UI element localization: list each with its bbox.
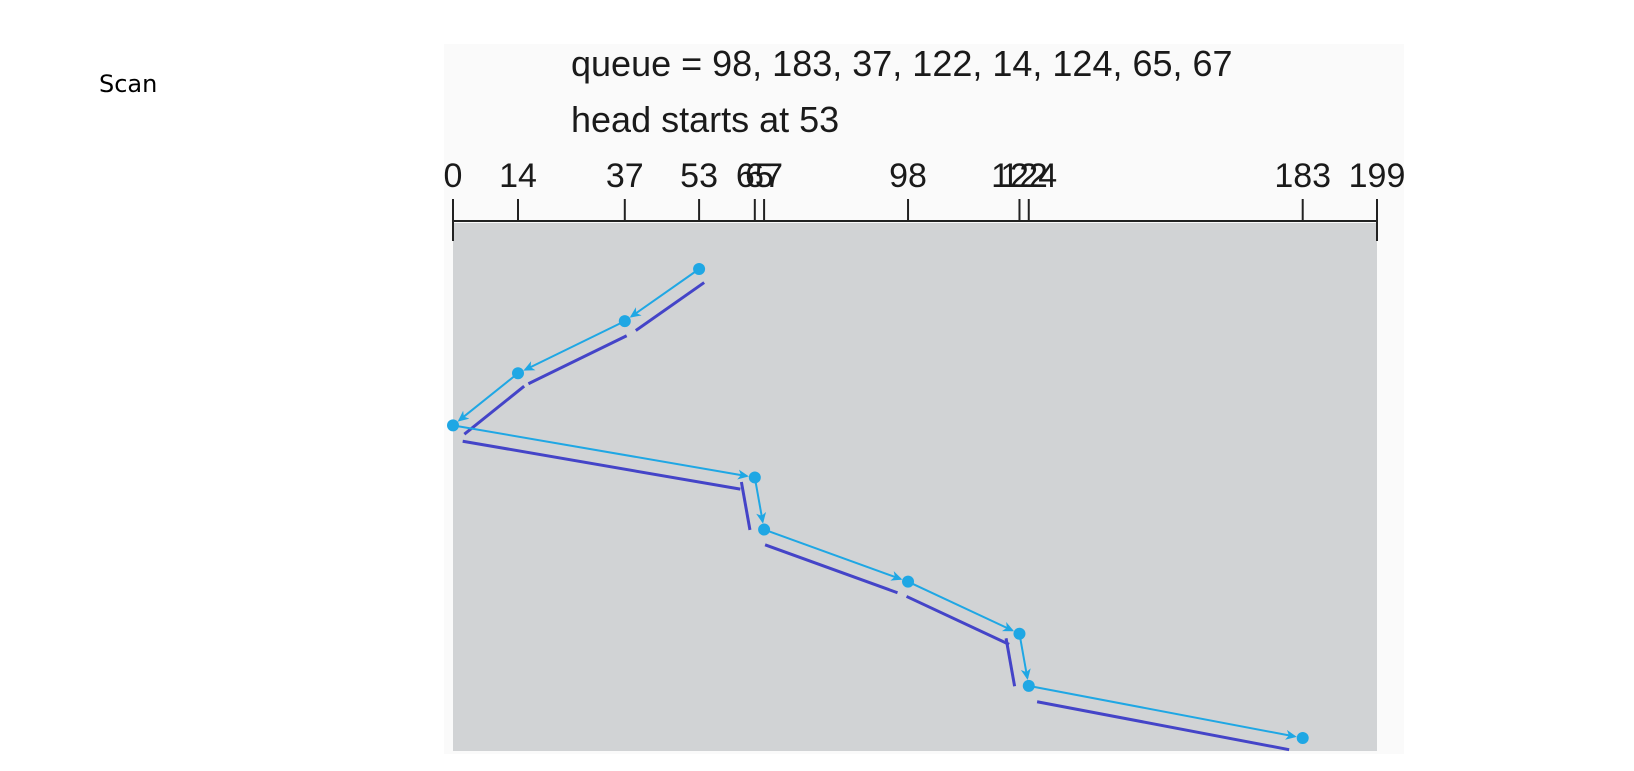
head-start-caption: head starts at 53 bbox=[571, 99, 840, 140]
head-path-points bbox=[447, 263, 1309, 744]
head-position-point-53 bbox=[693, 263, 706, 275]
head-path-shadow-segment bbox=[905, 595, 1010, 646]
head-position-point-14 bbox=[512, 367, 525, 380]
axis-tick-label-124: 124 bbox=[1000, 157, 1057, 195]
plot-area bbox=[453, 223, 1377, 751]
head-position-point-98 bbox=[902, 575, 915, 588]
slide-title: Scan bbox=[99, 70, 158, 98]
head-path-shadow-segment bbox=[1036, 700, 1290, 752]
head-path-shadow-segment bbox=[1004, 638, 1017, 687]
head-path-segment bbox=[753, 477, 767, 524]
axis-tick-label-0: 0 bbox=[444, 157, 463, 195]
head-path-segment bbox=[1018, 633, 1031, 680]
head-position-point-65 bbox=[748, 471, 761, 484]
head-path-segment bbox=[523, 320, 626, 371]
axis-ticks bbox=[452, 199, 1378, 241]
head-position-point-183 bbox=[1296, 732, 1309, 744]
head-path-segment bbox=[457, 372, 519, 422]
axis-tick-label-37: 37 bbox=[606, 157, 644, 195]
head-path bbox=[452, 268, 1297, 740]
head-path-segment bbox=[1028, 684, 1297, 740]
head-path-segment bbox=[763, 528, 903, 581]
head-path-shadow bbox=[462, 281, 1290, 752]
head-path-shadow-segment bbox=[462, 439, 741, 491]
axis-tick-label-122: 122 bbox=[991, 157, 1048, 195]
head-path-shadow-segment bbox=[527, 334, 628, 386]
queue-caption: queue = 98, 183, 37, 122, 14, 124, 65, 6… bbox=[571, 43, 1233, 84]
head-position-point-0 bbox=[447, 419, 459, 432]
axis-tick-label-199: 199 bbox=[1349, 157, 1406, 195]
head-path-shadow-segment bbox=[634, 281, 706, 332]
axis-tick-label-53: 53 bbox=[680, 157, 718, 195]
head-path-shadow-segment bbox=[739, 481, 752, 531]
head-position-point-124 bbox=[1022, 679, 1035, 692]
head-path-shadow-segment bbox=[463, 385, 526, 436]
head-position-point-37 bbox=[618, 315, 631, 328]
head-path-shadow-segment bbox=[764, 543, 899, 595]
head-path-segment bbox=[629, 268, 700, 318]
axis-tick-label-183: 183 bbox=[1274, 157, 1331, 195]
axis-tick-label-14: 14 bbox=[499, 157, 537, 195]
head-path-segment bbox=[452, 424, 749, 480]
head-path-segment bbox=[907, 580, 1015, 632]
axis-tick-label-67: 67 bbox=[745, 157, 783, 195]
axis-tick-label-98: 98 bbox=[889, 157, 927, 195]
head-position-point-122 bbox=[1013, 627, 1026, 640]
axis-tick-label-65: 65 bbox=[736, 157, 774, 195]
head-position-point-67 bbox=[758, 523, 771, 536]
